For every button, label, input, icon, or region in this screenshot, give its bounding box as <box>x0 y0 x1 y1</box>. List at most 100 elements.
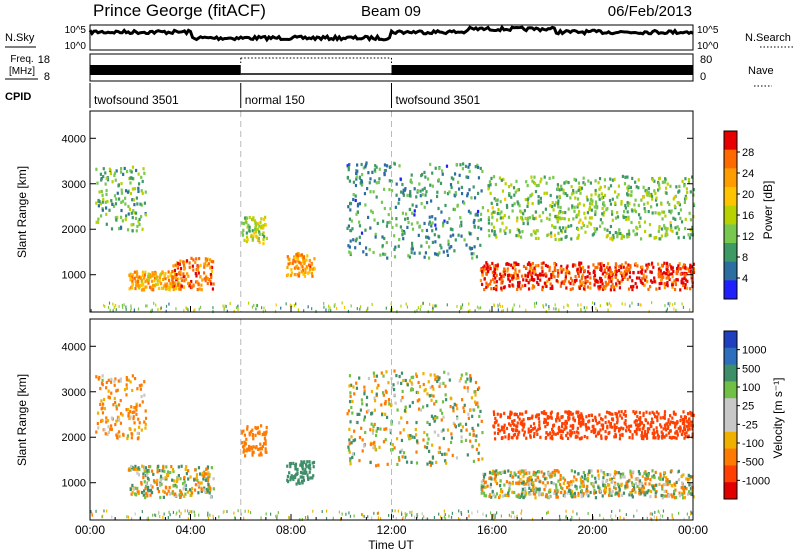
heatmap-cell <box>453 249 456 253</box>
heatmap-cell <box>179 259 182 263</box>
heatmap-cell <box>690 492 693 497</box>
heatmap-cell <box>437 433 440 437</box>
heatmap-cell <box>663 224 666 228</box>
heatmap-cell <box>579 485 582 489</box>
heatmap-cell <box>248 444 251 449</box>
heatmap-cell <box>586 275 589 279</box>
heatmap-cell <box>527 471 530 475</box>
heatmap-cell <box>142 472 145 476</box>
heatmap-cell <box>508 487 511 491</box>
heatmap-cell <box>494 271 497 275</box>
heatmap-cell <box>511 475 515 479</box>
heatmap-cell <box>383 427 386 431</box>
heatmap-cell <box>635 276 639 280</box>
heatmap-cell <box>613 428 616 433</box>
heatmap-cell <box>234 517 236 521</box>
heatmap-cell <box>689 474 692 479</box>
heatmap-cell <box>136 431 139 435</box>
heatmap-cell <box>125 307 127 311</box>
heatmap-cell <box>384 399 387 404</box>
heatmap-cell <box>347 224 350 228</box>
heatmap-cell <box>451 228 454 232</box>
heatmap-cell <box>636 425 639 429</box>
heatmap-cell <box>641 427 644 431</box>
heatmap-cell <box>586 489 589 493</box>
heatmap-cell <box>517 470 520 474</box>
heatmap-cell <box>384 438 387 442</box>
heatmap-cell <box>550 474 553 478</box>
heatmap-cell <box>526 216 530 220</box>
heatmap-cell <box>382 252 385 256</box>
heatmap-cell <box>477 165 480 169</box>
heatmap-cell <box>655 287 658 291</box>
heatmap-cell <box>352 238 355 242</box>
heatmap-cell <box>419 194 422 198</box>
heatmap-cell <box>106 509 108 513</box>
heatmap-cell <box>540 177 543 181</box>
heatmap-cell <box>130 170 133 174</box>
heatmap-cell <box>163 512 165 516</box>
heatmap-cell <box>332 516 334 520</box>
heatmap-cell <box>503 411 506 415</box>
heatmap-cell <box>172 287 175 292</box>
heatmap-cell <box>237 307 239 311</box>
heatmap-cell <box>104 200 107 204</box>
heatmap-cell <box>143 288 146 292</box>
heatmap-cell <box>499 413 502 417</box>
heatmap-cell <box>140 280 143 284</box>
heatmap-cell <box>252 437 255 441</box>
heatmap-cell <box>511 309 513 313</box>
heatmap-cell <box>499 216 503 220</box>
heatmap-cell <box>687 434 690 438</box>
heatmap-cell <box>260 516 262 520</box>
heatmap-cell <box>451 511 454 515</box>
heatmap-cell <box>650 489 653 494</box>
heatmap-cell <box>634 419 638 423</box>
heatmap-cell <box>130 304 132 308</box>
heatmap-cell <box>250 234 253 239</box>
heatmap-cell <box>419 189 422 193</box>
heatmap-cell <box>202 477 205 481</box>
colorbar-swatch <box>724 205 737 225</box>
heatmap-cell <box>643 202 646 206</box>
heatmap-cell <box>130 275 134 279</box>
heatmap-cell <box>593 277 596 281</box>
heatmap-cell <box>348 427 351 431</box>
heatmap-cell <box>438 384 441 389</box>
heatmap-cell <box>593 283 596 287</box>
heatmap-cell <box>173 284 176 288</box>
heatmap-cell <box>502 309 504 313</box>
heatmap-cell <box>601 427 604 431</box>
heatmap-cell <box>417 380 420 385</box>
heatmap-cell <box>523 472 526 476</box>
heatmap-cell <box>500 275 503 279</box>
heatmap-cell <box>564 410 567 414</box>
heatmap-cell <box>606 228 609 232</box>
heatmap-cell <box>554 225 557 229</box>
heatmap-cell <box>637 270 640 275</box>
heatmap-cell <box>209 279 212 283</box>
heatmap-cell <box>426 235 429 239</box>
x-tick-label: 12:00 <box>376 523 406 537</box>
heatmap-cell <box>144 270 147 274</box>
heatmap-cell <box>617 494 621 498</box>
heatmap-cell <box>646 279 649 284</box>
heatmap-cell <box>379 517 382 521</box>
heatmap-cell <box>663 482 667 487</box>
heatmap-cell <box>194 477 197 481</box>
heatmap-cell <box>532 480 535 485</box>
heatmap-cell <box>659 274 663 279</box>
heatmap-cell <box>570 489 574 494</box>
heatmap-cell <box>673 307 675 311</box>
heatmap-cell <box>691 511 693 515</box>
heatmap-cell <box>675 495 678 500</box>
heatmap-cell <box>162 286 165 290</box>
heatmap-cell <box>364 228 367 232</box>
y-tick-label: 1000 <box>62 478 86 490</box>
heatmap-cell <box>672 269 675 274</box>
heatmap-cell <box>415 439 419 443</box>
heatmap-cell <box>307 464 310 468</box>
heatmap-cell <box>463 409 466 414</box>
heatmap-cell <box>110 391 113 395</box>
heatmap-cell <box>582 470 586 475</box>
